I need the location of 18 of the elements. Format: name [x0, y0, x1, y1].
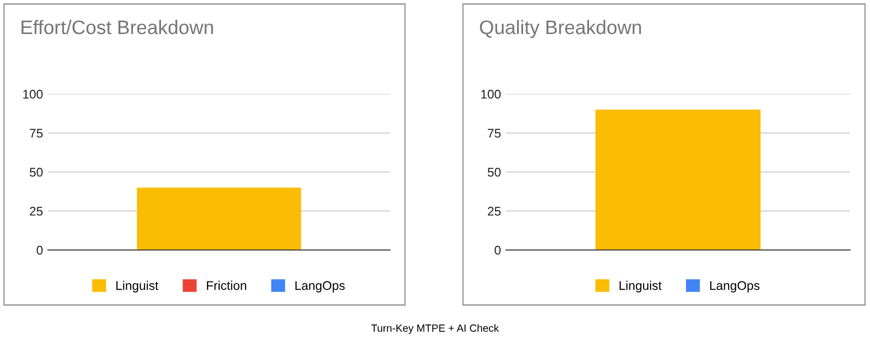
- y-tick-label: 75: [30, 128, 43, 138]
- chart-title: Effort/Cost Breakdown: [22, 20, 213, 34]
- y-tick-label: 0: [36, 246, 43, 255]
- legend-label: Linguist: [116, 280, 158, 292]
- y-tick-label: 25: [30, 206, 43, 216]
- y-tick-label: 25: [488, 206, 501, 216]
- legend-label: LangOps: [710, 281, 760, 292]
- y-tick-label: 50: [30, 168, 43, 177]
- y-tick-label: 100: [23, 90, 43, 99]
- legend-label: Linguist: [620, 280, 662, 292]
- y-tick-label: 100: [481, 90, 501, 99]
- y-tick-label: 0: [494, 246, 501, 255]
- y-tick-label: 50: [488, 168, 501, 177]
- legend-label: Friction: [206, 280, 246, 290]
- text: Turn-Key MTPE + AI Check: [371, 324, 499, 334]
- legend-label: LangOps: [295, 281, 345, 292]
- chart-title: Quality Breakdown: [480, 20, 641, 38]
- y-tick-label: 75: [488, 128, 501, 138]
